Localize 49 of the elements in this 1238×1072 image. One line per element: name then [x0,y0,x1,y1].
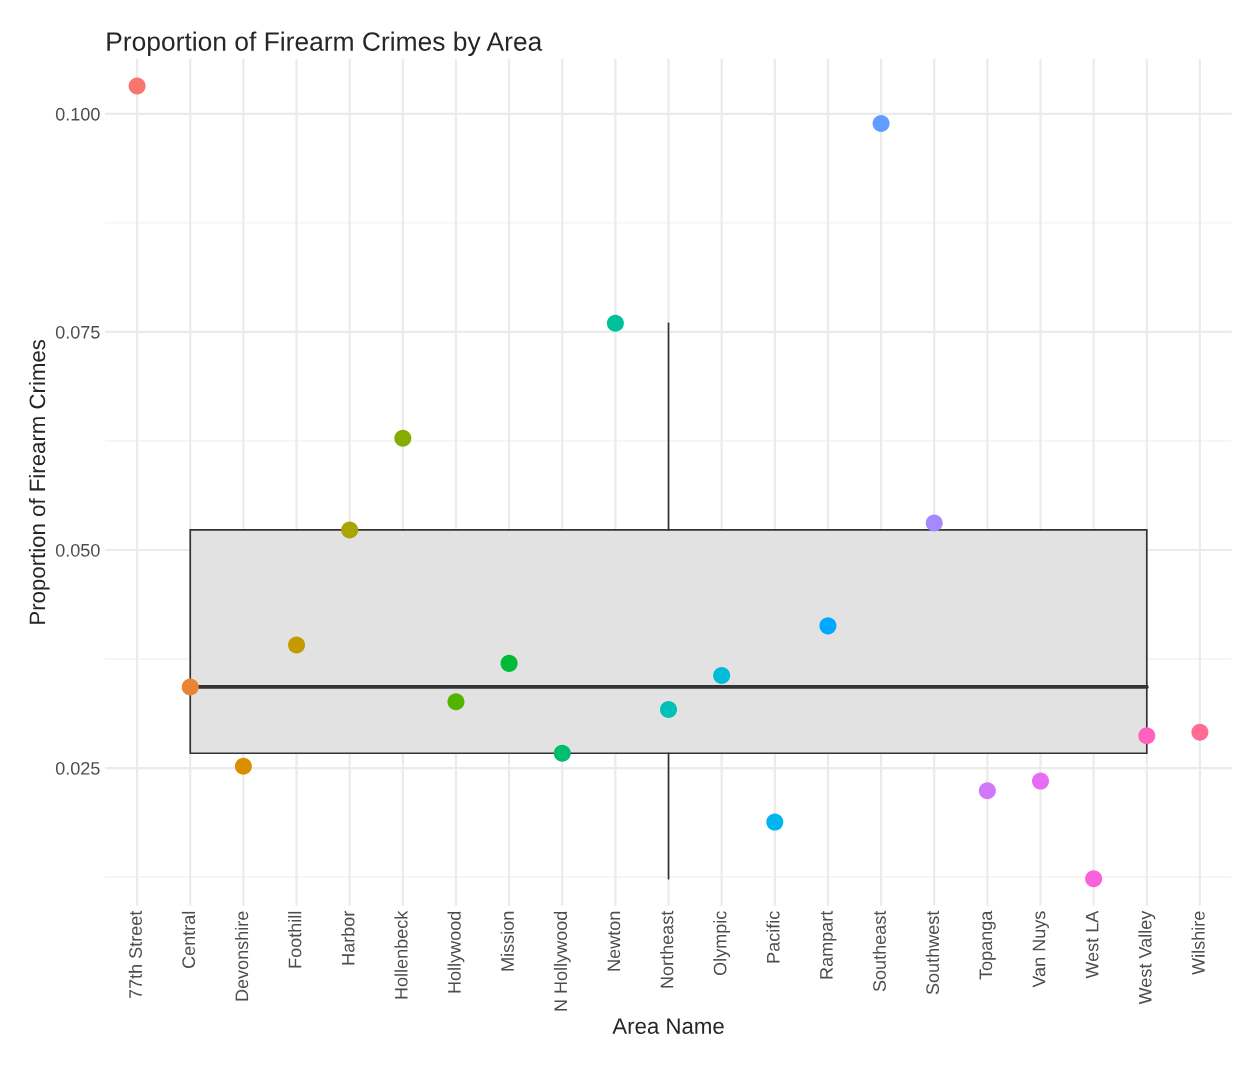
point [925,514,943,532]
x-tick-label: Hollenbeck [394,910,408,999]
y-tick-label: 0.100 [55,107,100,121]
y-tick-label: 0.050 [55,543,100,557]
x-tick-label: Southeast [872,910,886,992]
point [341,521,359,539]
x-tick-label: Northeast [660,910,674,988]
x-tick-label: Topanga [979,910,996,980]
x-tick-label: Newton [607,911,621,971]
x-tick-label: Mission [500,911,514,971]
point [234,757,252,775]
x-tick-label: Olympic [713,911,731,976]
point [447,693,465,711]
point [1138,727,1156,745]
x-tick-label: West Valley [1138,910,1156,1005]
point [181,678,199,696]
point [500,654,518,672]
point [819,617,837,635]
chart-title: Proportion of Firearm Crimes by Area [107,31,543,57]
x-tick-label: Foothill [288,911,302,968]
point [288,636,306,654]
point [872,115,890,133]
point [553,744,571,762]
point [606,314,624,332]
x-tick-label: Harbor [341,911,355,965]
point [713,667,731,685]
y-tick-label: 0.025 [55,761,100,775]
point [1191,723,1209,741]
x-tick-label: Hollywood [447,911,465,993]
point [128,77,146,95]
y-axis-title: Proportion of Firearm Crimes [28,339,50,624]
x-tick-label: West LA [1085,910,1099,979]
x-tick-label: Wilshire [1191,911,1205,975]
x-tick-label: Central [181,911,196,968]
point [978,782,996,800]
x-tick-label: Southwest [925,910,940,995]
x-tick-label: 77th Street [128,910,142,999]
x-tick-label: Rampart [820,910,837,979]
point [394,429,412,447]
x-tick-label: Van Nuys [1032,911,1049,988]
point [660,701,678,719]
point [1085,870,1103,888]
x-tick-label: N Hollywood [553,911,571,1011]
y-tick-label: 0.075 [55,325,100,339]
x-tick-label: Devonshire [234,911,249,1001]
x-axis-title: Area Name [612,1018,724,1034]
point [766,813,784,831]
x-tick-label: Pacific [766,911,780,963]
point [1032,772,1050,790]
